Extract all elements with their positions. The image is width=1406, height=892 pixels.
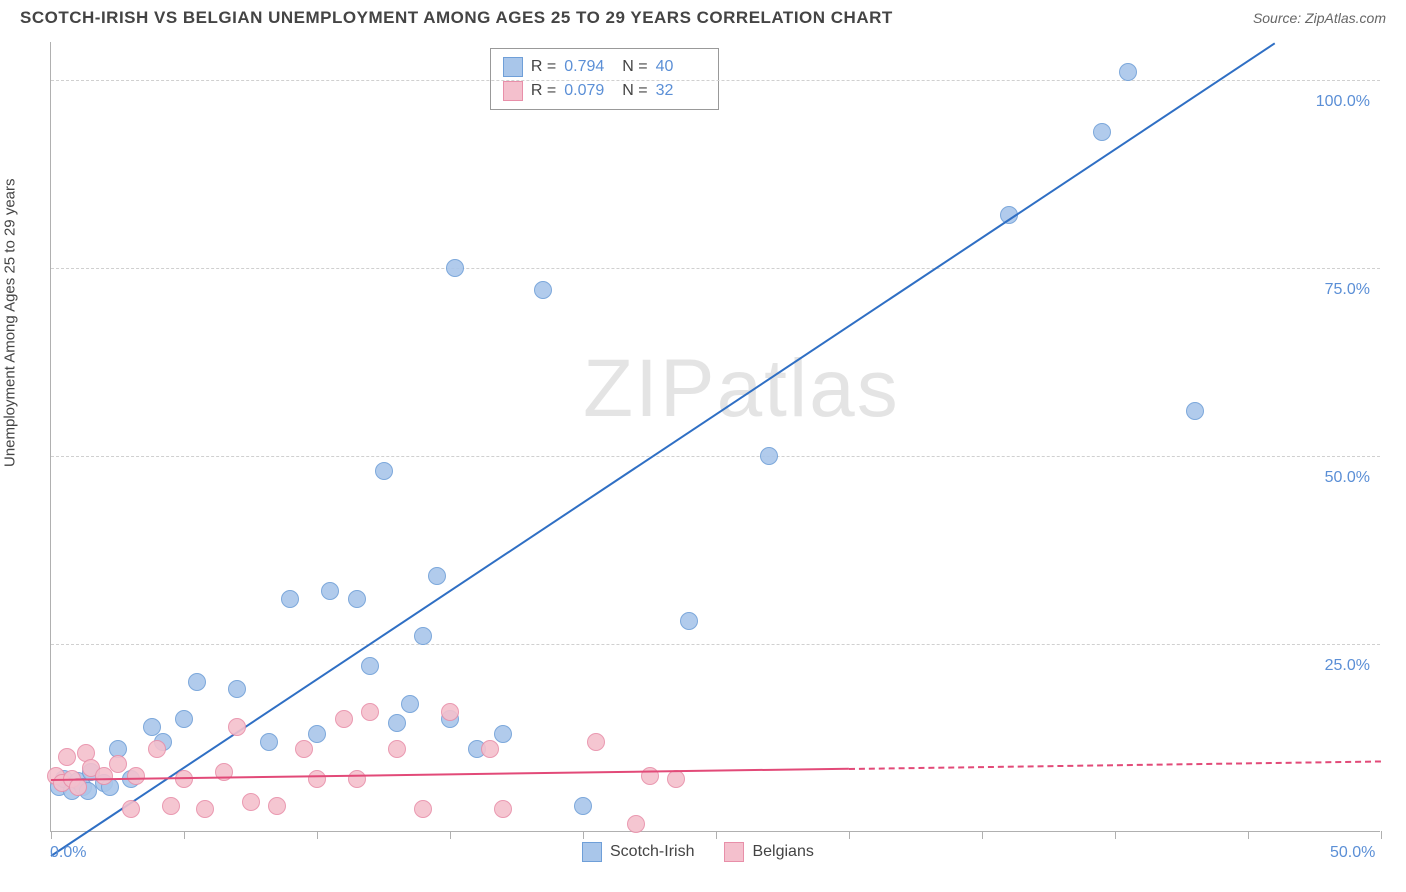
data-point [641,767,659,785]
source-label: Source: [1253,10,1301,26]
data-point [428,567,446,585]
data-point [587,733,605,751]
data-point [1093,123,1111,141]
x-axis-end-label: 50.0% [1330,844,1375,862]
x-tick [982,831,983,839]
watermark-text: ZIPatlas [583,342,900,436]
data-point [1186,402,1204,420]
y-tick-label: 100.0% [1316,93,1370,111]
y-tick-label: 50.0% [1325,469,1370,487]
x-tick [184,831,185,839]
stats-row: R = 0.794 N = 40 [503,55,706,79]
data-point [162,797,180,815]
data-point [1119,63,1137,81]
data-point [361,703,379,721]
data-point [627,815,645,833]
data-point [148,740,166,758]
data-point [348,770,366,788]
data-point [188,673,206,691]
legend-label: Belgians [752,843,813,861]
x-axis-start-label: 0.0% [50,844,86,862]
data-point [308,725,326,743]
x-tick [583,831,584,839]
gridline [51,268,1380,269]
data-point [348,590,366,608]
data-point [175,710,193,728]
x-tick [1248,831,1249,839]
y-tick-label: 75.0% [1325,281,1370,299]
y-axis-label: Unemployment Among Ages 25 to 29 years [2,447,19,467]
data-point [574,797,592,815]
data-point [335,710,353,728]
data-point [58,748,76,766]
data-point [481,740,499,758]
x-tick [1381,831,1382,839]
data-point [196,800,214,818]
data-point [680,612,698,630]
data-point [242,793,260,811]
data-point [122,800,140,818]
data-point [308,770,326,788]
data-point [375,462,393,480]
data-point [414,627,432,645]
data-point [401,695,419,713]
plot-area: ZIPatlas R = 0.794 N = 40 R = 0.079 N = 32 25.0… [50,42,1380,832]
data-point [414,800,432,818]
x-tick [1115,831,1116,839]
series-legend: Scotch-Irish Belgians [582,842,814,862]
data-point [321,582,339,600]
legend-swatch [503,57,523,77]
data-point [281,590,299,608]
x-tick [450,831,451,839]
data-point [388,740,406,758]
data-point [295,740,313,758]
x-tick [317,831,318,839]
gridline [51,644,1380,645]
data-point [109,755,127,773]
data-point [446,259,464,277]
gridline [51,80,1380,81]
r-value: 0.794 [564,58,614,76]
data-point [494,725,512,743]
x-tick [849,831,850,839]
y-tick-label: 25.0% [1325,657,1370,675]
x-tick [716,831,717,839]
n-value: 40 [656,58,706,76]
data-point [228,680,246,698]
chart-container: Unemployment Among Ages 25 to 29 years Z… [0,32,1406,882]
x-tick [51,831,52,839]
r-value: 0.079 [564,82,614,100]
data-point [388,714,406,732]
n-value: 32 [656,82,706,100]
data-point [667,770,685,788]
legend-item: Scotch-Irish [582,842,694,862]
data-point [268,797,286,815]
legend-swatch [503,81,523,101]
legend-item: Belgians [724,842,813,862]
n-label: N = [622,58,647,76]
chart-header: SCOTCH-IRISH VS BELGIAN UNEMPLOYMENT AMO… [0,0,1406,32]
data-point [441,703,459,721]
source-value: ZipAtlas.com [1305,10,1386,26]
gridline [51,456,1380,457]
data-point [260,733,278,751]
r-label: R = [531,58,556,76]
data-point [127,767,145,785]
n-label: N = [622,82,647,100]
legend-label: Scotch-Irish [610,843,694,861]
chart-title: SCOTCH-IRISH VS BELGIAN UNEMPLOYMENT AMO… [20,8,893,28]
stats-row: R = 0.079 N = 32 [503,79,706,103]
data-point [534,281,552,299]
legend-swatch [582,842,602,862]
r-label: R = [531,82,556,100]
legend-swatch [724,842,744,862]
data-point [494,800,512,818]
chart-source: Source: ZipAtlas.com [1253,10,1386,26]
trend-line [849,761,1381,771]
data-point [361,657,379,675]
data-point [228,718,246,736]
data-point [175,770,193,788]
data-point [760,447,778,465]
